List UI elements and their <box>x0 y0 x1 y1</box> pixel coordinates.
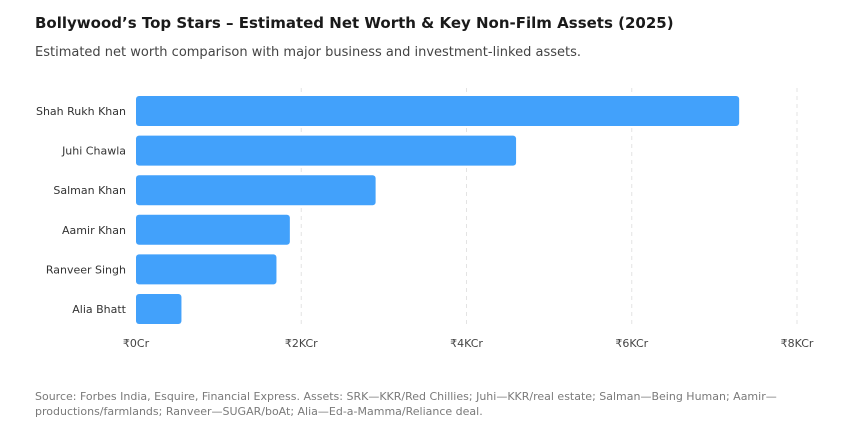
source-note: Source: Forbes India, Esquire, Financial… <box>35 390 777 418</box>
bar[interactable] <box>136 96 740 126</box>
bar[interactable] <box>136 294 182 324</box>
bar[interactable] <box>136 135 517 166</box>
chart-subtitle: Estimated net worth comparison with majo… <box>35 45 581 60</box>
x-axis-ticks: ₹0Cr ₹2KCr ₹4KCr ₹6KCr ₹8KCr <box>123 337 814 350</box>
x-tick-label: ₹4KCr <box>450 337 483 350</box>
x-tick-label: ₹6KCr <box>615 337 648 350</box>
category-label: Salman Khan <box>53 184 126 197</box>
bar-chart: Shah Rukh Khan Juhi Chawla Salman Khan Aami… <box>36 88 814 350</box>
x-tick-label: ₹2KCr <box>285 337 318 350</box>
category-label: Juhi Chawla <box>61 145 126 158</box>
bar[interactable] <box>136 214 290 245</box>
bars <box>136 96 740 324</box>
x-tick-label: ₹0Cr <box>123 337 150 350</box>
bar[interactable] <box>136 175 376 206</box>
category-label: Alia Bhatt <box>72 303 126 316</box>
bar[interactable] <box>136 254 277 285</box>
chart-title: Bollywood’s Top Stars – Estimated Net Wo… <box>35 14 674 32</box>
category-label: Aamir Khan <box>62 224 126 237</box>
category-label: Ranveer Singh <box>46 263 126 276</box>
x-tick-label: ₹8KCr <box>781 337 814 350</box>
category-label: Shah Rukh Khan <box>36 105 126 118</box>
category-labels: Shah Rukh Khan Juhi Chawla Salman Khan Aami… <box>36 105 127 316</box>
